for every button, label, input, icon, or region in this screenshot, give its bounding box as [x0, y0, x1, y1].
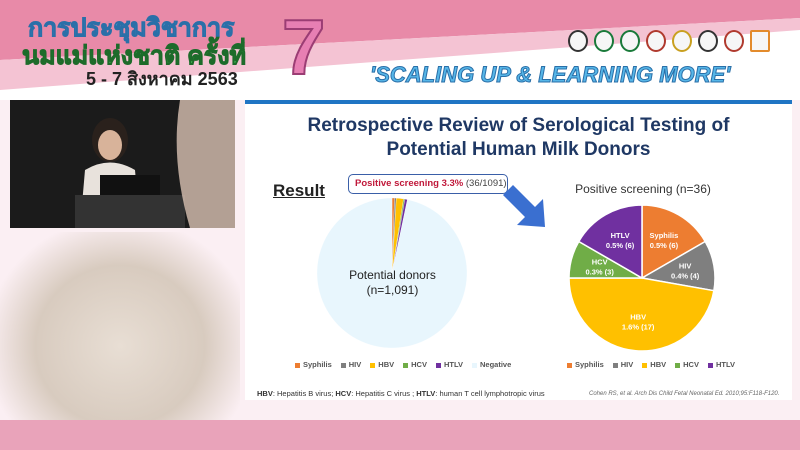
legend-item: HCV: [675, 360, 699, 369]
donors-pie-chart: [316, 197, 468, 349]
child-photo-watermark: [0, 232, 240, 422]
citation: Cohen RS, et al. Arch Dis Child Fetal Ne…: [589, 391, 780, 397]
presentation-slide: Retrospective Review of Serological Test…: [245, 100, 792, 400]
pie-data-label: 1.6% (17): [622, 323, 655, 332]
legend-item: HCV: [403, 360, 427, 369]
pie-data-label: HTLV: [611, 231, 630, 240]
legend-item: Negative: [472, 360, 511, 369]
legend-swatch: [642, 362, 648, 368]
legend-item: HTLV: [707, 360, 735, 369]
legend-swatch: [472, 362, 477, 368]
legend-swatch: [675, 362, 681, 368]
legend-swatch: [707, 362, 713, 368]
legend-swatch: [370, 362, 376, 368]
pie-slice-syphilis: [641, 204, 707, 280]
pie-data-label: HCV: [592, 258, 608, 267]
fn-hbv-text: : Hepatitis B virus;: [272, 389, 336, 398]
pie-data-label: 0.4% (4): [671, 271, 700, 280]
legend-item: HBV: [370, 360, 394, 369]
callout-bold: Positive screening 3.3%: [355, 178, 464, 189]
fn-hcv-text: : Hepatitis C virus ;: [351, 389, 417, 398]
left-pie-label-2: (n=1,091): [366, 283, 419, 297]
legend-item: HBV: [642, 360, 666, 369]
legend-item: HTLV: [435, 360, 463, 369]
speaker-video: [10, 100, 235, 228]
pie-slice-negative: [316, 197, 468, 349]
fn-htlv-text: : human T cell lymphotropic virus: [435, 389, 545, 398]
legend-swatch: [612, 362, 618, 368]
left-pie-label: Potential donors (n=1,091): [325, 268, 460, 298]
slide-title: Retrospective Review of Serological Test…: [245, 100, 792, 166]
banner-date: 5 - 7 สิงหาคม 2563: [86, 69, 238, 89]
banner-number: 7: [281, 2, 326, 92]
arrow-icon: [503, 185, 545, 227]
legend-swatch: [567, 362, 572, 368]
callout-rest: (36/1091): [465, 178, 507, 189]
logo-icon: [724, 30, 744, 52]
fn-htlv: HTLV: [416, 389, 436, 398]
right-pie-title: Positive screening (n=36): [575, 182, 711, 196]
legend-item: Syphilis: [567, 360, 604, 369]
pie-data-label: 0.5% (6): [650, 241, 679, 250]
left-pie-legend: Syphilis HIV HBV HCV HTLV Negative: [295, 360, 511, 369]
pie-data-label: 0.5% (6): [606, 241, 635, 250]
legend-item: Syphilis: [295, 360, 332, 369]
bottom-band: [0, 420, 800, 450]
banner-title-line1: การประชุมวิชาการ: [27, 14, 235, 43]
legend-swatch: [435, 362, 441, 368]
pie-data-label: Syphilis: [650, 231, 679, 240]
fn-hcv: HCV: [335, 389, 352, 398]
legend-swatch: [295, 362, 300, 368]
logo-icon: [568, 30, 588, 52]
legend-item: HIV: [340, 360, 361, 369]
logo-icon: [620, 30, 640, 52]
legend-item: HIV: [612, 360, 633, 369]
logo-icon: [672, 30, 692, 52]
pie-data-label: 0.3% (3): [586, 268, 615, 277]
left-pie-label-1: Potential donors: [349, 268, 436, 282]
pie-slice-htlv: [577, 204, 643, 280]
slide-title-line1: Retrospective Review of Serological Test…: [307, 115, 730, 136]
result-heading: Result: [273, 181, 325, 200]
banner-slogan: 'SCALING UP & LEARNING MORE': [369, 62, 731, 88]
logo-icon: [646, 30, 666, 52]
fn-hbv: HBV: [257, 389, 273, 398]
legend-swatch: [340, 362, 346, 368]
pie-data-label: HIV: [679, 261, 692, 270]
legend-swatch: [403, 362, 409, 368]
sponsor-logos: [568, 30, 770, 52]
pie-data-label: HBV: [630, 313, 646, 322]
banner-title-line2: นมแม่แห่งชาติ ครั้งที่: [22, 42, 247, 71]
footnote: HBV: Hepatitis B virus; HCV: Hepatitis C…: [257, 389, 545, 398]
logo-icon: [750, 30, 770, 52]
slide-title-line2: Potential Human Milk Donors: [386, 139, 651, 160]
right-pie-legend: Syphilis HIV HBV HCV HTLV: [567, 360, 735, 369]
logo-icon: [698, 30, 718, 52]
conference-banner: การประชุมวิชาการ นมแม่แห่งชาติ ครั้งที่ …: [0, 0, 800, 100]
positive-screening-callout: Positive screening 3.3% (36/1091): [348, 174, 508, 194]
pie-slice-hbv: [568, 277, 715, 352]
logo-icon: [594, 30, 614, 52]
